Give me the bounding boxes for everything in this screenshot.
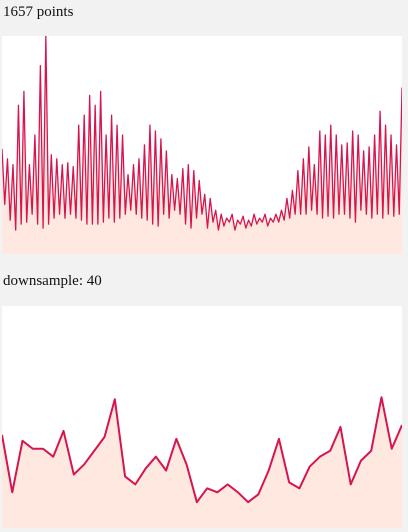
series-line — [2, 36, 402, 231]
full-resolution-plot — [2, 36, 402, 254]
downsample-caption: downsample: 40 — [3, 273, 102, 289]
points-caption: 1657 points — [3, 4, 74, 20]
series-line — [2, 396, 402, 504]
downsampled-chart — [2, 306, 402, 528]
downsampled-plot — [2, 396, 402, 528]
series-area — [2, 397, 402, 528]
full-resolution-chart — [2, 36, 402, 254]
